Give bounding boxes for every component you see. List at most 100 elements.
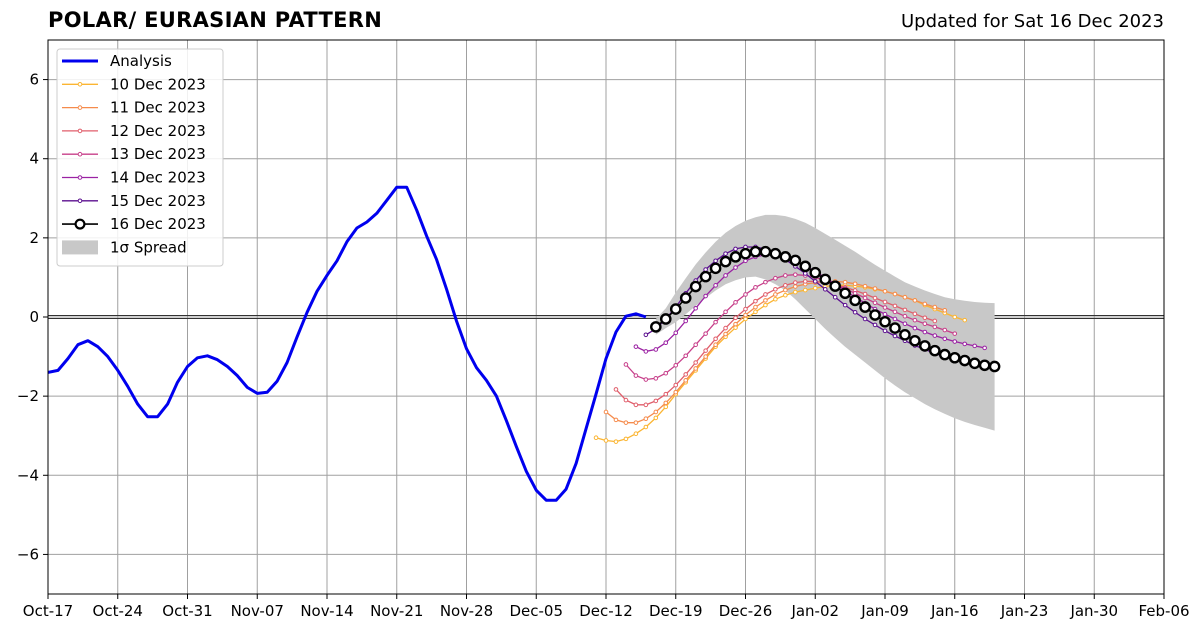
axes: Oct-17 Oct-24 Oct-31 Nov-07 Nov-14 Nov-21 Nov-… bbox=[17, 71, 1190, 620]
legend-forecast-marker bbox=[77, 198, 83, 204]
forecast-14-dec-2023-point bbox=[683, 318, 689, 324]
forecast-14-dec-2023-point bbox=[723, 273, 728, 278]
legend-forecast-label: 15 Dec 2023 bbox=[110, 192, 206, 210]
forecast-14-dec-2023-point bbox=[932, 333, 938, 338]
forecast-11-dec-2023-point bbox=[603, 409, 609, 415]
forecast-10-dec-2023-point bbox=[773, 296, 778, 302]
forecast-15-dec-2023-point bbox=[822, 287, 828, 292]
forecast-11-dec-2023-point bbox=[693, 366, 698, 371]
forecast-12-dec-2023-point bbox=[892, 303, 898, 309]
plot-area bbox=[48, 185, 1164, 502]
forecast-12-dec-2023-point bbox=[753, 298, 758, 304]
forecast-10-dec-2023-point bbox=[633, 431, 639, 437]
x-tick-label: Oct-24 bbox=[93, 602, 143, 620]
forecast-11-dec-2023-point bbox=[783, 287, 788, 293]
x-tick-label: Oct-31 bbox=[162, 602, 212, 620]
forecast-12-dec-2023-point bbox=[872, 295, 878, 301]
forecast-13-dec-2023-point bbox=[902, 313, 908, 319]
forecast-16-dec-2023-point bbox=[679, 292, 692, 304]
forecast-13-dec-2023-point bbox=[623, 362, 629, 367]
x-tick-label: Nov-14 bbox=[300, 602, 353, 620]
forecast-13-dec-2023-point bbox=[663, 370, 669, 376]
forecast-16-dec-2023-point bbox=[729, 251, 742, 263]
forecast-13-dec-2023-point bbox=[852, 290, 858, 296]
forecast-14-dec-2023-point bbox=[942, 336, 948, 342]
forecast-16-dec-2023-point bbox=[799, 260, 812, 273]
x-tick-label: Jan-09 bbox=[860, 602, 909, 620]
forecast-12-dec-2023-point bbox=[623, 397, 629, 403]
x-tick-label: Dec-12 bbox=[579, 602, 633, 620]
forecast-12-dec-2023-point bbox=[673, 382, 679, 388]
forecast-10-dec-2023-point bbox=[783, 292, 788, 298]
forecast-10-dec-2023-point bbox=[593, 435, 599, 440]
forecast-16-dec-2023-point bbox=[978, 359, 991, 372]
forecast-12-dec-2023-point bbox=[653, 398, 659, 404]
forecast-13-dec-2023-point bbox=[643, 377, 649, 382]
forecast-12-dec-2023-point bbox=[882, 299, 888, 305]
forecast-12-dec-2023-point bbox=[693, 360, 698, 365]
forecast-13-dec-2023-point bbox=[743, 292, 748, 297]
x-tick-label: Jan-23 bbox=[1000, 602, 1049, 620]
forecast-13-dec-2023-point bbox=[673, 362, 679, 368]
y-tick-label: 4 bbox=[29, 150, 39, 168]
forecast-14-dec-2023-point bbox=[733, 265, 738, 270]
forecast-13-dec-2023-point bbox=[653, 376, 659, 381]
forecast-14-dec-2023-point bbox=[922, 329, 928, 335]
forecast-12-dec-2023-point bbox=[862, 291, 868, 297]
forecast-14-dec-2023-point bbox=[663, 340, 669, 346]
legend-forecast-marker bbox=[77, 175, 83, 180]
forecast-16-dec-2023-point bbox=[789, 254, 802, 267]
legend-spread-label: 1σ Spread bbox=[110, 238, 187, 256]
forecast-12-dec-2023-point bbox=[733, 315, 738, 321]
forecast-14-dec-2023-point bbox=[952, 339, 958, 344]
forecast-10-dec-2023-point bbox=[802, 287, 808, 293]
x-tick-label: Nov-07 bbox=[231, 602, 284, 620]
forecast-11-dec-2023-point bbox=[663, 400, 669, 406]
forecast-15-dec-2023-point bbox=[882, 328, 888, 334]
forecast-15-dec-2023-point bbox=[802, 271, 808, 276]
forecast-14-dec-2023-point bbox=[643, 349, 649, 354]
forecast-11-dec-2023-point bbox=[793, 284, 798, 289]
legend-spread-swatch bbox=[62, 240, 98, 255]
forecast-14-dec-2023-point bbox=[703, 293, 708, 299]
forecast-16-dec-2023-point bbox=[988, 360, 1001, 373]
forecast-13-dec-2023-point bbox=[952, 331, 958, 336]
forecast-13-dec-2023-point bbox=[882, 305, 888, 310]
forecast-14-dec-2023-point bbox=[972, 343, 977, 349]
forecast-13-dec-2023-point bbox=[723, 309, 728, 315]
forecast-11-dec-2023-point bbox=[683, 378, 689, 383]
forecast-12-dec-2023-point bbox=[643, 402, 649, 408]
forecast-16-dec-2023-point bbox=[749, 245, 762, 258]
forecast-13-dec-2023-point bbox=[793, 272, 798, 277]
forecast-13-dec-2023-point bbox=[753, 285, 758, 290]
forecast-15-dec-2023-point bbox=[842, 302, 848, 308]
forecast-10-dec-2023-point bbox=[663, 404, 669, 410]
forecast-12-dec-2023-point bbox=[633, 402, 639, 408]
forecast-11-dec-2023-point bbox=[743, 312, 748, 318]
forecast-16-dec-2023-point bbox=[899, 329, 911, 341]
forecast-10-dec-2023-point bbox=[753, 309, 758, 315]
forecast-12-dec-2023-point bbox=[663, 391, 669, 397]
forecast-10-dec-2023-point bbox=[733, 325, 738, 330]
updated-date: Updated for Sat 16 Dec 2023 bbox=[900, 11, 1164, 32]
forecast-15-dec-2023-point bbox=[723, 251, 728, 256]
forecast-16-dec-2023-point bbox=[819, 273, 832, 286]
forecast-14-dec-2023-point bbox=[693, 305, 698, 311]
forecast-14-dec-2023-point bbox=[653, 347, 659, 352]
forecast-13-dec-2023-point bbox=[713, 319, 718, 325]
y-tick-label: −4 bbox=[17, 466, 39, 484]
x-tick-label: Jan-02 bbox=[790, 602, 839, 620]
forecast-11-dec-2023-point bbox=[653, 409, 659, 415]
forecast-12-dec-2023-point bbox=[703, 348, 708, 353]
forecast-14-dec-2023-point bbox=[892, 316, 898, 322]
forecast-14-dec-2023-point bbox=[633, 344, 639, 349]
forecast-16-dec-2023-point bbox=[859, 301, 871, 313]
forecast-13-dec-2023-point bbox=[683, 353, 689, 359]
forecast-11-dec-2023-point bbox=[842, 279, 848, 285]
forecast-10-dec-2023-point bbox=[962, 317, 968, 323]
forecast-12-dec-2023-point bbox=[763, 292, 768, 297]
forecast-11-dec-2023-point bbox=[753, 304, 758, 310]
forecast-15-dec-2023-point bbox=[812, 279, 818, 284]
forecast-13-dec-2023-point bbox=[932, 324, 938, 330]
